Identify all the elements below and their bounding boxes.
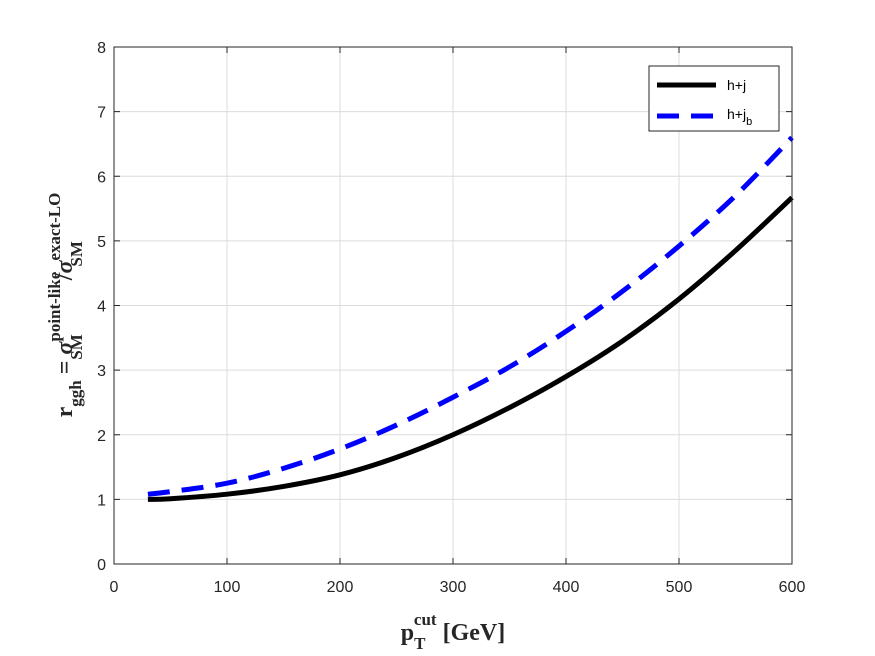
x-tick-label: 100 — [214, 579, 241, 596]
series-line-h-j — [147, 195, 794, 502]
y-axis-title-den: σ — [52, 260, 78, 274]
y-tick-label: 2 — [97, 428, 106, 445]
x-tick-label: 0 — [110, 579, 119, 596]
y-axis-title-lhs: r — [52, 406, 78, 417]
y-tick-label: 6 — [97, 169, 106, 186]
y-tick-label: 0 — [97, 557, 106, 574]
y-axis-title-den-sub: SM — [67, 241, 86, 267]
tick-labels: 0 100 200 300 400 500 600 0 1 2 3 4 5 6 7 8 — [97, 40, 805, 596]
x-axis-title-sub: T — [414, 634, 426, 653]
x-axis-title-base: p — [401, 620, 414, 646]
y-tick-label: 3 — [97, 363, 106, 380]
y-tick-label: 7 — [97, 105, 106, 122]
y-axis-title: rggh=σpoint-likeSM/σexact-LO SM — [45, 193, 86, 418]
legend-label-h-j: h+j — [727, 77, 746, 93]
x-tick-label: 600 — [779, 579, 806, 596]
x-axis-title-unit: [GeV] — [443, 620, 506, 646]
x-tick-label: 500 — [666, 579, 693, 596]
x-axis-title-sup: cut — [414, 610, 437, 629]
y-tick-label: 8 — [97, 40, 106, 57]
y-axis-title-den-sup: exact-LO — [45, 193, 64, 261]
series-line-h-jb — [147, 135, 794, 497]
x-tick-label: 200 — [327, 579, 354, 596]
ticks — [113, 46, 793, 565]
y-tick-label: 5 — [97, 234, 106, 251]
legend-label-h-j-text: h+j — [727, 77, 746, 93]
x-tick-label: 400 — [553, 579, 580, 596]
y-axis-title-slash: / — [52, 273, 78, 281]
y-axis-title-equals: = — [52, 361, 78, 375]
y-axis-title-num-sup: point-like — [45, 271, 64, 341]
y-axis-title-num: σ — [52, 341, 78, 355]
legend-box — [648, 65, 780, 132]
x-tick-label: 300 — [440, 579, 467, 596]
x-axis-title: pTcut [GeV] — [401, 610, 505, 653]
y-axis-title-num-sub: SM — [67, 334, 86, 360]
y-tick-label: 1 — [97, 492, 106, 509]
series-layer — [147, 135, 794, 502]
legend: h+j h+jb — [648, 65, 780, 132]
y-tick-label: 4 — [97, 299, 106, 316]
y-axis-title-lhs-sub: ggh — [66, 380, 85, 407]
legend-label-h-jb: h+jb — [727, 106, 752, 128]
legend-label-h-jb-base: h+j — [727, 106, 746, 122]
legend-label-h-jb-sub: b — [746, 116, 752, 128]
